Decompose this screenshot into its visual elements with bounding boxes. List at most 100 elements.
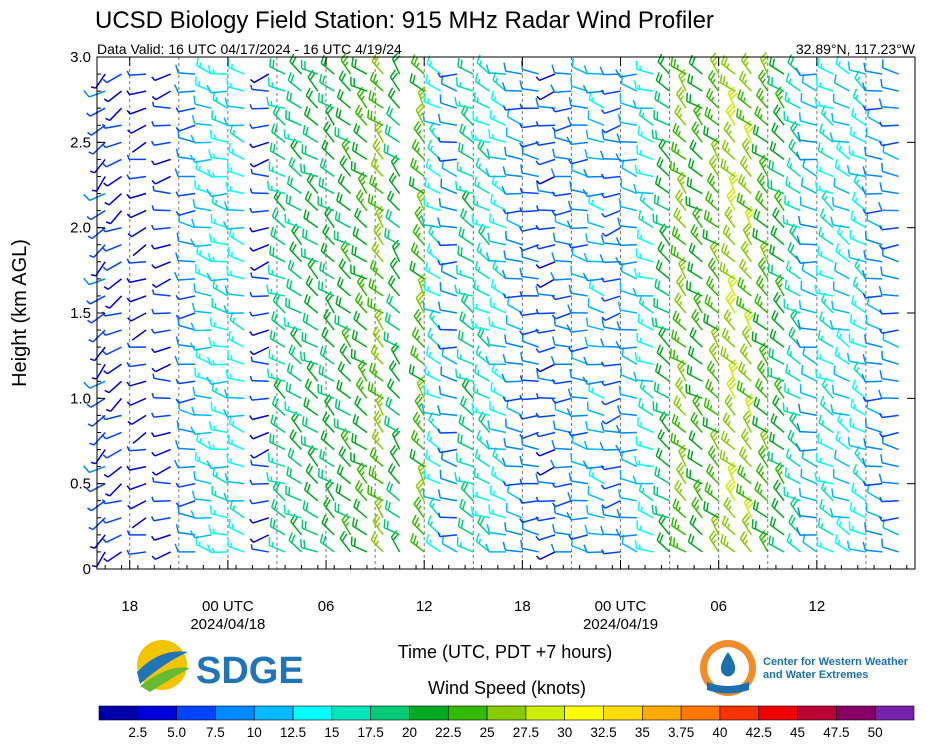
barb-half-flag [150, 140, 155, 146]
wind-barb [653, 297, 670, 314]
wind-barb [271, 208, 286, 229]
wind-barb [457, 330, 474, 348]
wind-barb [485, 355, 506, 365]
wind-barb [600, 422, 621, 434]
wind-barb [474, 364, 491, 382]
wind-barb [615, 424, 637, 434]
barb-staff [768, 355, 785, 365]
wind-barb [502, 166, 523, 178]
wind-barb [383, 519, 400, 536]
barb-flag [488, 129, 491, 138]
wind-barb [351, 329, 368, 348]
wind-barb [851, 482, 867, 502]
barb-staff [571, 346, 588, 353]
wind-barb [351, 57, 368, 75]
barb-flag [351, 432, 354, 442]
barb-flag [720, 430, 725, 440]
barb-staff [194, 534, 212, 539]
barb-staff [289, 61, 303, 75]
wind-barb [126, 397, 147, 406]
barb-flag [773, 415, 778, 425]
barb-half-flag [360, 95, 365, 101]
barb-staff [302, 132, 319, 143]
wind-barb [798, 300, 818, 314]
barb-half-flag [417, 420, 421, 426]
barb-half-flag [86, 216, 92, 221]
wind-barb [848, 521, 867, 536]
barb-flag [303, 539, 306, 549]
wind-barb [519, 123, 539, 129]
barb-half-flag [151, 477, 155, 483]
wind-barb [551, 209, 572, 217]
wind-barb [271, 395, 286, 416]
barb-flag [372, 513, 379, 522]
barb-staff [538, 226, 556, 231]
wind-barb [490, 194, 507, 212]
wind-barb [771, 122, 785, 143]
barb-staff [456, 272, 474, 280]
barb-half-flag [787, 285, 790, 290]
wind-barb [633, 455, 654, 468]
barb-staff [570, 226, 588, 230]
wind-barb [796, 235, 817, 246]
barb-half-flag [374, 473, 377, 479]
barb-half-flag [713, 61, 718, 66]
wind-barb [550, 543, 572, 553]
barb-staff [588, 493, 605, 502]
barb-flag [359, 362, 367, 371]
wind-barb [600, 525, 621, 536]
barb-staff [538, 377, 556, 383]
barb-flag [485, 64, 490, 74]
barb-staff [603, 533, 621, 536]
barb-staff [336, 387, 352, 399]
barb-flag [173, 459, 179, 469]
barb-flag [285, 194, 289, 203]
barb-flag [390, 465, 396, 474]
barb-flag [485, 252, 490, 261]
wind-barb [367, 297, 384, 314]
barb-staff [639, 199, 654, 212]
barb-flag [584, 336, 588, 346]
wind-barb [519, 517, 539, 524]
barb-half-flag [377, 129, 383, 135]
barb-half-flag [105, 305, 111, 309]
barb-staff [211, 512, 229, 519]
wind-barb [863, 438, 883, 451]
barb-flag [322, 347, 327, 357]
wind-barb [415, 291, 425, 314]
barb-half-flag [641, 112, 645, 118]
wind-barb [249, 207, 269, 214]
barb-flag [687, 345, 692, 355]
barb-flag [658, 262, 663, 271]
barb-flag [676, 274, 683, 283]
wind-barb [126, 530, 147, 536]
barb-flag [486, 523, 490, 533]
barb-flag [490, 90, 495, 100]
wind-barb [472, 111, 490, 126]
wind-barb [674, 292, 687, 314]
barb-flag [289, 365, 294, 374]
wind-barb [303, 481, 319, 502]
barb-flag [789, 56, 795, 66]
barb-staff [505, 549, 523, 553]
wind-barb [427, 515, 442, 536]
barb-half-flag [601, 504, 606, 509]
barb-staff [800, 392, 818, 400]
wind-barb [705, 275, 720, 297]
wind-barb [196, 244, 212, 263]
barb-half-flag [591, 284, 595, 290]
barb-flag [273, 125, 278, 135]
barb-staff [708, 537, 720, 553]
wind-barb [709, 239, 720, 263]
wind-barb [489, 109, 507, 126]
barb-flag [422, 488, 425, 497]
wind-barb [550, 168, 572, 178]
barb-flag [421, 403, 425, 413]
barb-staff [538, 396, 556, 400]
wind-barb [126, 446, 147, 452]
barb-flag [269, 142, 273, 152]
wind-barb [817, 517, 834, 536]
barb-staff [409, 372, 425, 382]
barb-staff [801, 185, 818, 195]
wind-barb [862, 541, 883, 553]
